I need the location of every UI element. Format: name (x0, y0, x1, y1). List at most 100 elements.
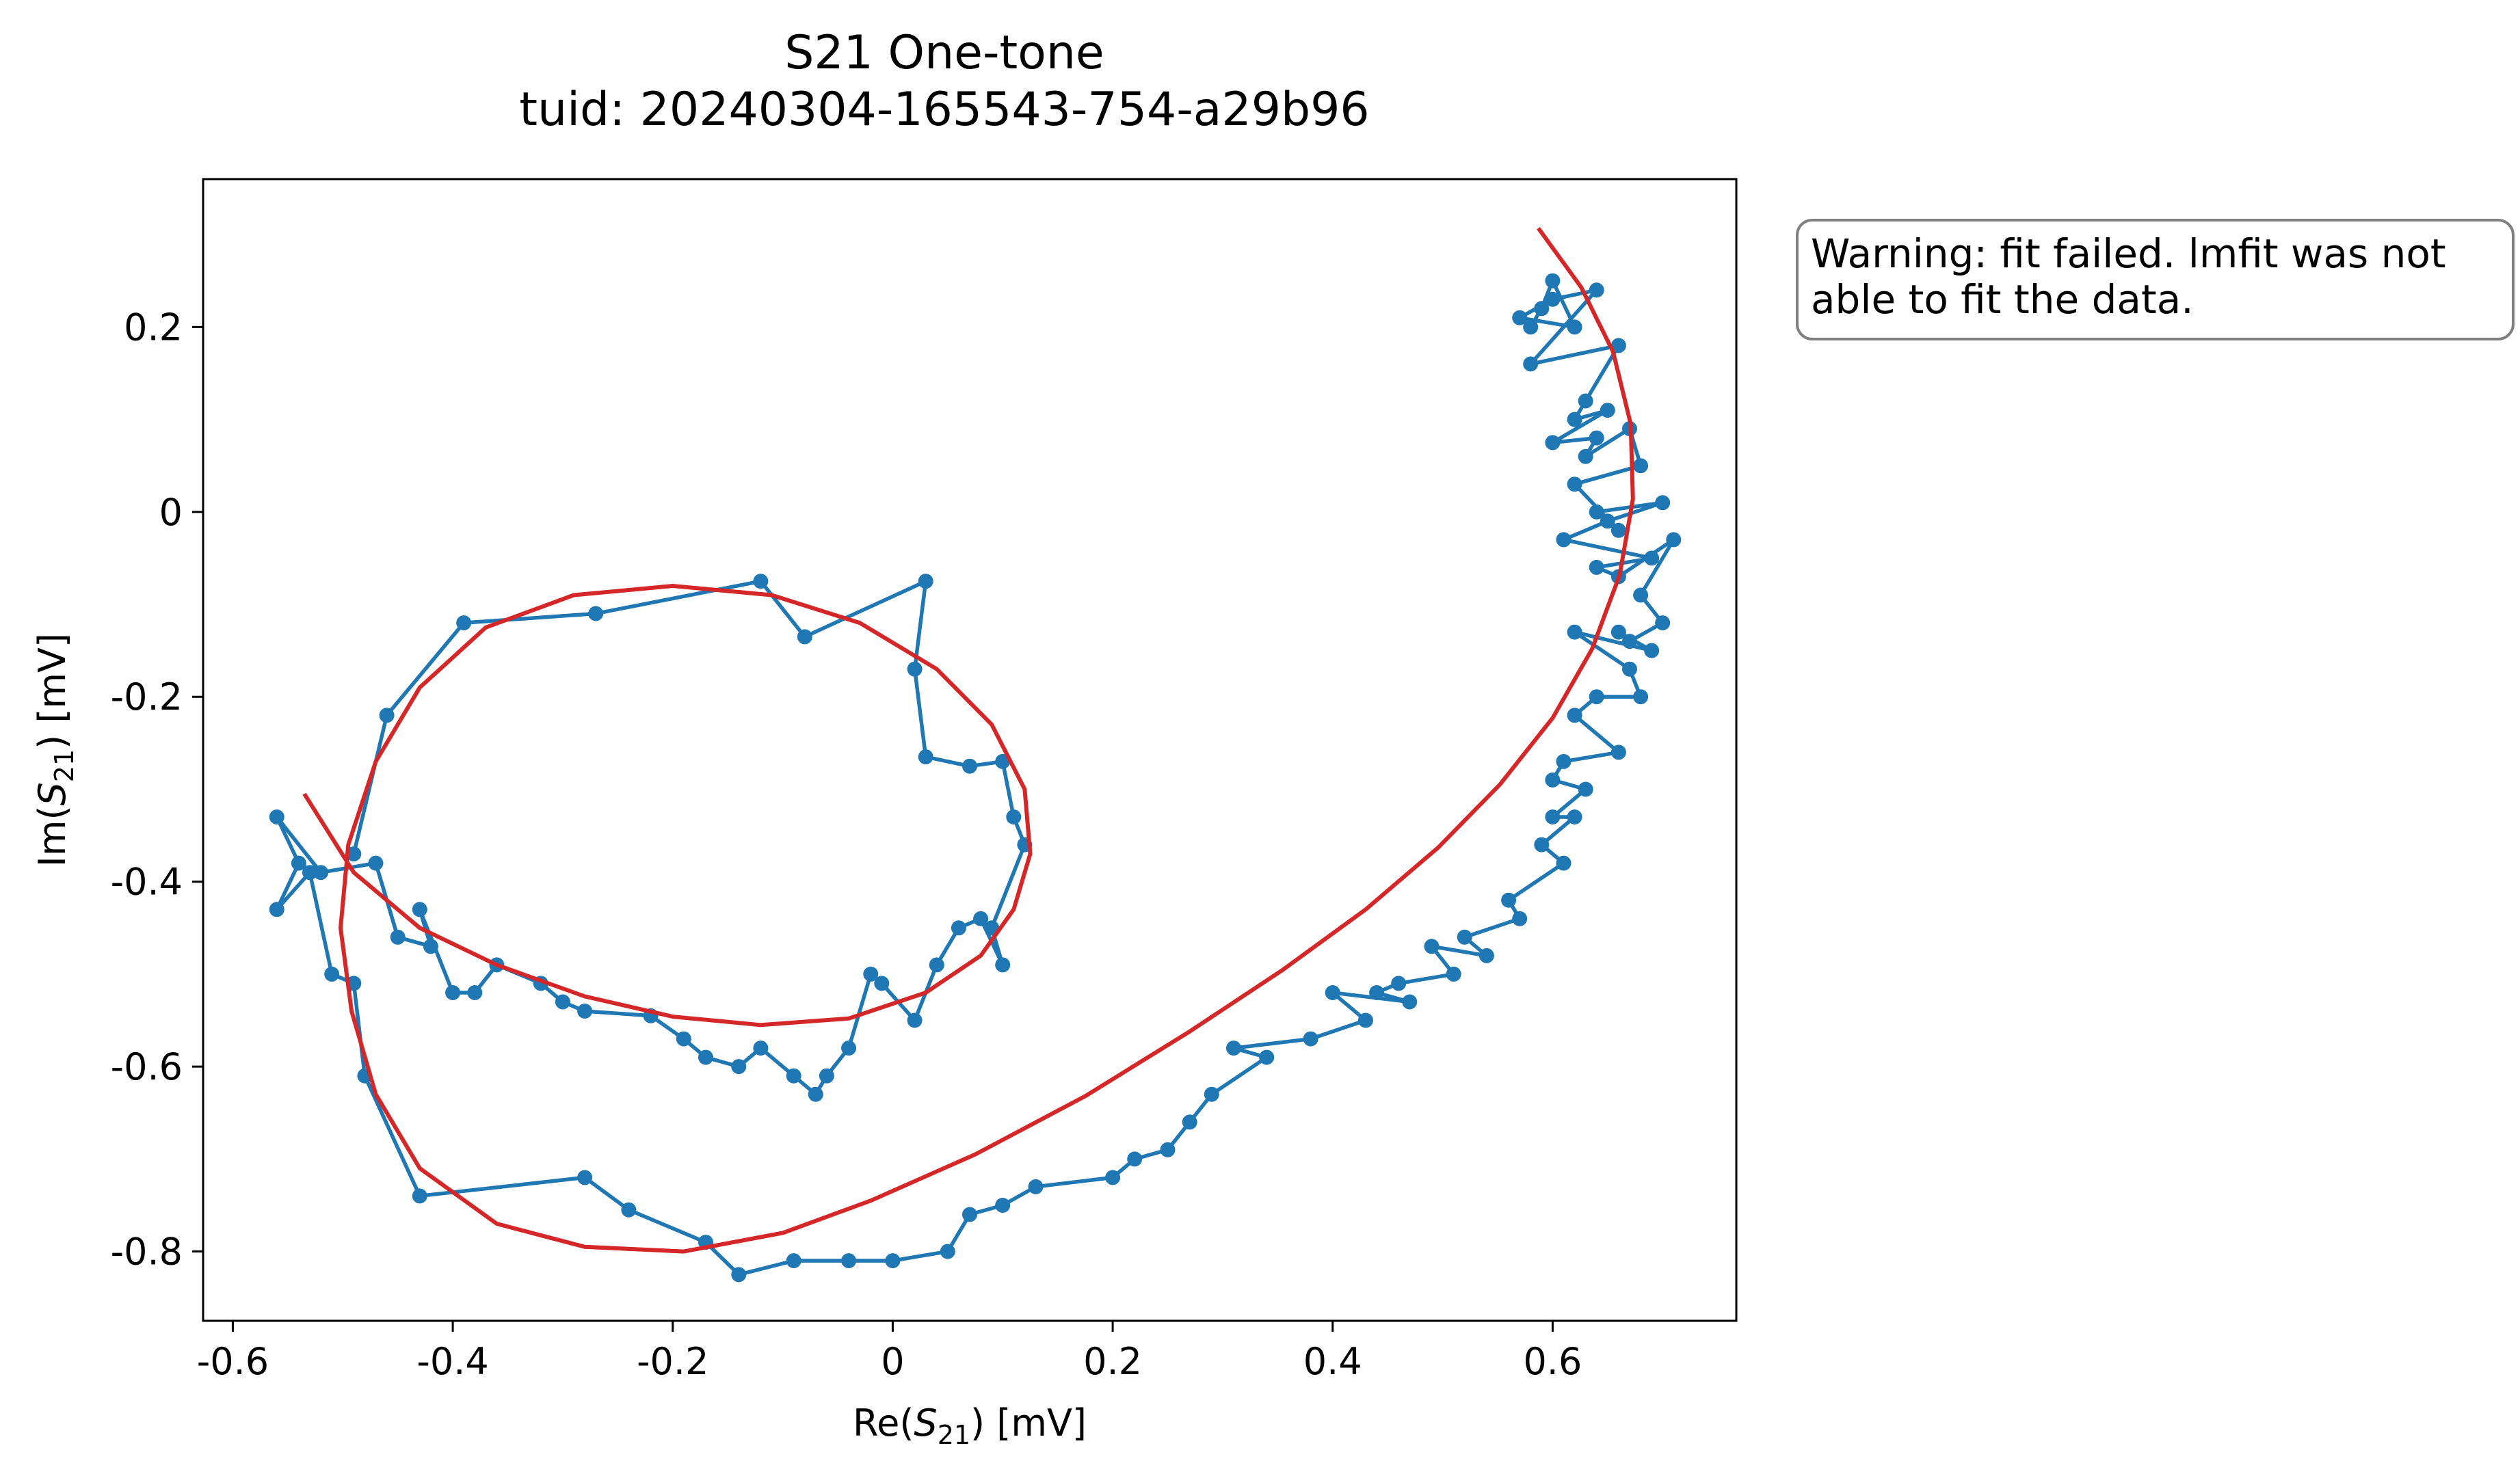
x-tick-label: 0 (881, 1340, 904, 1383)
warning-text-line1: Warning: fit failed. lmfit was not (1811, 230, 2446, 277)
data-point (698, 1049, 713, 1065)
data-point (1204, 1086, 1219, 1102)
y-tick-label: -0.8 (111, 1231, 183, 1274)
data-point (1303, 1031, 1318, 1047)
chart-subtitle: tuid: 20240304-165543-754-a29b96 (519, 83, 1369, 137)
data-point (1567, 319, 1582, 335)
data-point (753, 1041, 769, 1056)
data-point (1424, 939, 1440, 954)
data-point (1523, 319, 1539, 335)
data-point (302, 865, 317, 881)
data-point (412, 1188, 427, 1204)
data-point (1545, 273, 1561, 289)
data-point (1622, 634, 1637, 649)
data-point (1512, 911, 1528, 926)
data-line (275, 278, 1676, 1277)
data-point (1391, 976, 1407, 991)
data-point (995, 1198, 1011, 1213)
data-point (1589, 559, 1604, 575)
data-point (841, 1041, 857, 1056)
x-axis-ticks: -0.6 -0.4 -0.2 0 0.2 0.4 0.6 (197, 1321, 1582, 1383)
data-point (1589, 689, 1604, 705)
x-tick-label: -0.6 (197, 1340, 269, 1383)
plot-frame (202, 178, 1738, 1322)
data-point (1567, 708, 1582, 723)
data-point (1006, 809, 1022, 824)
x-axis-label: Re(S21) [mV] (853, 1401, 1087, 1450)
data-point (1402, 994, 1418, 1010)
data-point (467, 985, 483, 1000)
data-point (1523, 356, 1539, 372)
warning-annotation: Warning: fit failed. lmfit was not able … (1796, 219, 2515, 340)
data-point (962, 758, 977, 774)
x-tick-label: -0.2 (637, 1340, 708, 1383)
data-point (1545, 772, 1561, 788)
data-point (1534, 837, 1550, 853)
data-point (423, 939, 438, 954)
data-point (1567, 477, 1582, 492)
data-point (1105, 1170, 1121, 1185)
data-point (786, 1253, 801, 1269)
data-point (753, 574, 769, 589)
data-point (731, 1059, 747, 1075)
data-point (1633, 689, 1649, 705)
data-point (368, 855, 384, 871)
data-point (1589, 430, 1604, 446)
data-point (1655, 495, 1671, 511)
warning-box (1796, 219, 2515, 340)
data-point (1610, 744, 1626, 760)
data-point (1127, 1151, 1143, 1167)
data-point (907, 661, 923, 677)
data-point (1589, 282, 1604, 298)
data-point (1666, 532, 1682, 548)
chart-title: S21 One-tone (784, 26, 1104, 80)
data-point (1610, 624, 1626, 640)
data-point (1578, 393, 1593, 409)
data-point (1610, 522, 1626, 538)
data-point (1556, 532, 1571, 548)
data-point (1567, 412, 1582, 427)
data-point (1501, 892, 1517, 908)
data-point (1600, 403, 1615, 418)
data-point (907, 1012, 923, 1028)
data-point (313, 865, 329, 881)
plot-area (269, 226, 1682, 1283)
data-point (819, 1068, 834, 1084)
data-point (577, 1004, 593, 1019)
data-point (731, 1267, 747, 1283)
data-point (1655, 615, 1671, 631)
fit-series (302, 226, 1635, 1254)
data-point (1446, 966, 1461, 982)
y-axis-ticks: 0.2 0 -0.2 -0.4 -0.6 -0.8 (111, 306, 203, 1274)
data-point (1589, 504, 1604, 520)
data-series (269, 273, 1682, 1283)
data-point (555, 994, 570, 1010)
data-point (863, 966, 879, 982)
data-point (456, 615, 472, 631)
data-point (1578, 448, 1593, 464)
data-point (918, 574, 933, 589)
data-point (1182, 1114, 1197, 1130)
data-point (1567, 624, 1582, 640)
data-point (1457, 929, 1472, 945)
data-point (951, 920, 966, 936)
data-point (1545, 291, 1561, 307)
data-point (1226, 1041, 1241, 1056)
data-point (577, 1170, 593, 1185)
x-tick-label: -0.4 (416, 1340, 488, 1383)
x-tick-label: 0.4 (1303, 1340, 1362, 1383)
data-point (1633, 458, 1649, 474)
fit-line (302, 226, 1635, 1254)
data-point (929, 957, 944, 973)
data-point (390, 929, 406, 945)
data-point (874, 976, 890, 991)
data-point (676, 1031, 691, 1047)
data-point (412, 902, 427, 917)
y-tick-label: 0 (159, 491, 183, 534)
data-point (786, 1068, 801, 1084)
data-point (1160, 1142, 1176, 1157)
data-point (1556, 855, 1571, 871)
data-point (324, 966, 340, 982)
data-point (1610, 338, 1626, 353)
